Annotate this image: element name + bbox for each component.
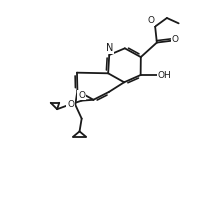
Text: O: O [172,35,179,44]
Text: OH: OH [158,71,171,80]
Text: O: O [67,100,74,109]
Text: N: N [106,43,113,53]
Text: O: O [147,16,154,25]
Text: O: O [78,91,85,100]
